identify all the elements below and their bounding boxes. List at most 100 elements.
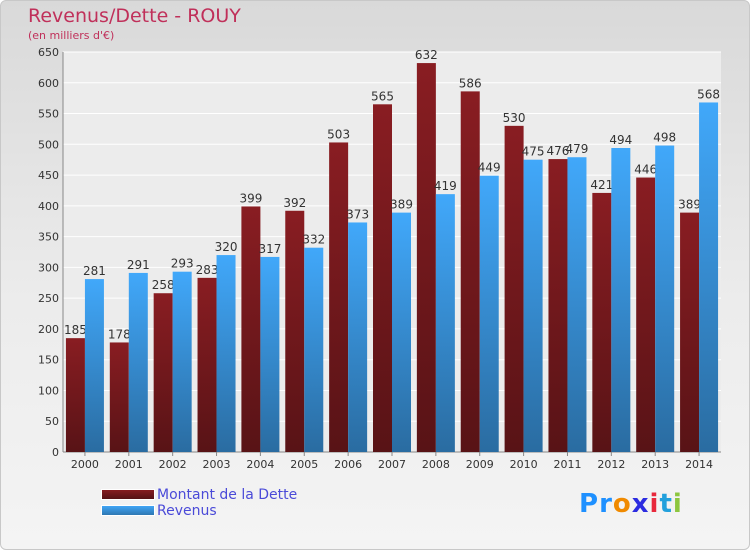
bar-dette: [548, 159, 568, 453]
data-label-revenus: 320: [215, 240, 238, 254]
data-label-dette: 632: [415, 48, 438, 62]
bar-revenus: [699, 102, 719, 452]
data-label-dette: 565: [371, 89, 394, 103]
data-label-revenus: 479: [566, 142, 589, 156]
bar-revenus: [655, 145, 675, 453]
y-tick-label: 450: [38, 169, 59, 182]
logo-letter: r: [599, 489, 613, 519]
x-tick-label: 2010: [510, 458, 538, 471]
bar-revenus: [435, 194, 455, 452]
logo-letter: i: [649, 489, 660, 519]
bar-dette: [65, 338, 85, 452]
data-label-revenus: 317: [258, 242, 281, 256]
data-label-dette: 586: [459, 76, 482, 90]
bar-dette: [329, 142, 349, 452]
logo-letter: P: [579, 489, 600, 519]
bar-revenus: [216, 255, 236, 452]
data-label-dette: 389: [678, 198, 701, 212]
data-label-revenus: 281: [83, 264, 106, 278]
y-tick-label: 550: [38, 108, 59, 121]
bar-revenus: [348, 222, 368, 452]
data-label-revenus: 389: [390, 198, 413, 212]
x-tick-label: 2013: [641, 458, 669, 471]
y-tick-label: 500: [38, 138, 59, 151]
bar-dette: [153, 293, 173, 452]
data-label-revenus: 449: [478, 161, 501, 175]
bar-revenus: [260, 256, 280, 452]
data-label-dette: 392: [283, 196, 306, 210]
data-label-dette: 178: [108, 327, 131, 341]
y-tick-label: 50: [45, 415, 59, 428]
data-label-revenus: 475: [522, 145, 545, 159]
data-label-dette: 446: [634, 163, 657, 177]
y-tick-label: 250: [38, 292, 59, 305]
x-tick-label: 2001: [115, 458, 143, 471]
bar-revenus: [523, 159, 543, 452]
logo-letter: o: [612, 489, 632, 519]
bar-dette: [373, 104, 392, 453]
chart-title: Revenus/Dette - ROUY: [28, 5, 241, 27]
data-label-dette: 421: [590, 178, 613, 192]
y-tick-label: 350: [38, 231, 59, 244]
bar-revenus: [392, 212, 411, 452]
y-tick-label: 200: [38, 323, 59, 336]
legend-swatch-dette: [101, 489, 155, 500]
x-tick-label: 2000: [71, 458, 99, 471]
x-tick-label: 2008: [422, 458, 450, 471]
x-tick-label: 2014: [685, 458, 713, 471]
data-label-revenus: 498: [653, 131, 676, 145]
bar-revenus: [304, 247, 324, 452]
y-tick-label: 650: [38, 46, 59, 59]
x-tick-label: 2007: [378, 458, 406, 471]
bar-dette: [636, 177, 656, 453]
bar-dette: [592, 192, 612, 452]
bar-revenus: [479, 175, 499, 452]
legend-swatch-revenus: [101, 505, 155, 516]
bar-dette: [504, 125, 524, 452]
data-label-revenus: 568: [697, 87, 720, 101]
data-label-dette: 530: [503, 111, 526, 125]
data-label-revenus: 293: [171, 257, 194, 271]
data-label-dette: 283: [196, 263, 219, 277]
bar-dette: [285, 210, 305, 452]
y-tick-label: 300: [38, 261, 59, 274]
x-tick-label: 2012: [597, 458, 625, 471]
data-label-revenus: 332: [302, 233, 325, 247]
data-label-revenus: 494: [609, 133, 632, 147]
y-tick-label: 400: [38, 200, 59, 213]
x-tick-label: 2003: [203, 458, 231, 471]
y-tick-label: 0: [52, 446, 59, 459]
legend-label-revenus: Revenus: [157, 503, 217, 519]
data-label-revenus: 373: [346, 207, 369, 221]
bar-revenus: [567, 157, 587, 452]
x-tick-label: 2006: [334, 458, 362, 471]
data-label-dette: 399: [239, 191, 262, 205]
bar-dette: [197, 277, 217, 452]
x-tick-label: 2009: [466, 458, 494, 471]
bar-revenus: [84, 279, 104, 452]
bar-dette: [241, 206, 261, 452]
y-tick-label: 600: [38, 77, 59, 90]
data-label-revenus: 291: [127, 258, 150, 272]
x-tick-label: 2004: [246, 458, 274, 471]
data-label-dette: 503: [327, 127, 350, 141]
x-tick-label: 2011: [553, 458, 581, 471]
bar-revenus: [128, 272, 148, 452]
proxiti-logo: Proxiti: [579, 489, 683, 519]
legend-label-dette: Montant de la Dette: [157, 487, 298, 503]
bar-dette: [680, 212, 700, 452]
data-label-revenus: 419: [434, 179, 457, 193]
bar-revenus: [611, 148, 631, 452]
bar-dette: [416, 63, 436, 452]
bar-revenus: [172, 271, 192, 452]
data-label-dette: 476: [547, 144, 570, 158]
logo-letter: t: [659, 489, 673, 519]
logo-letter: i: [672, 489, 683, 519]
x-tick-label: 2005: [290, 458, 318, 471]
data-label-dette: 185: [64, 323, 87, 337]
bar-dette: [109, 342, 129, 452]
y-tick-label: 150: [38, 354, 59, 367]
chart-subtitle: (en milliers d'€): [28, 29, 115, 42]
